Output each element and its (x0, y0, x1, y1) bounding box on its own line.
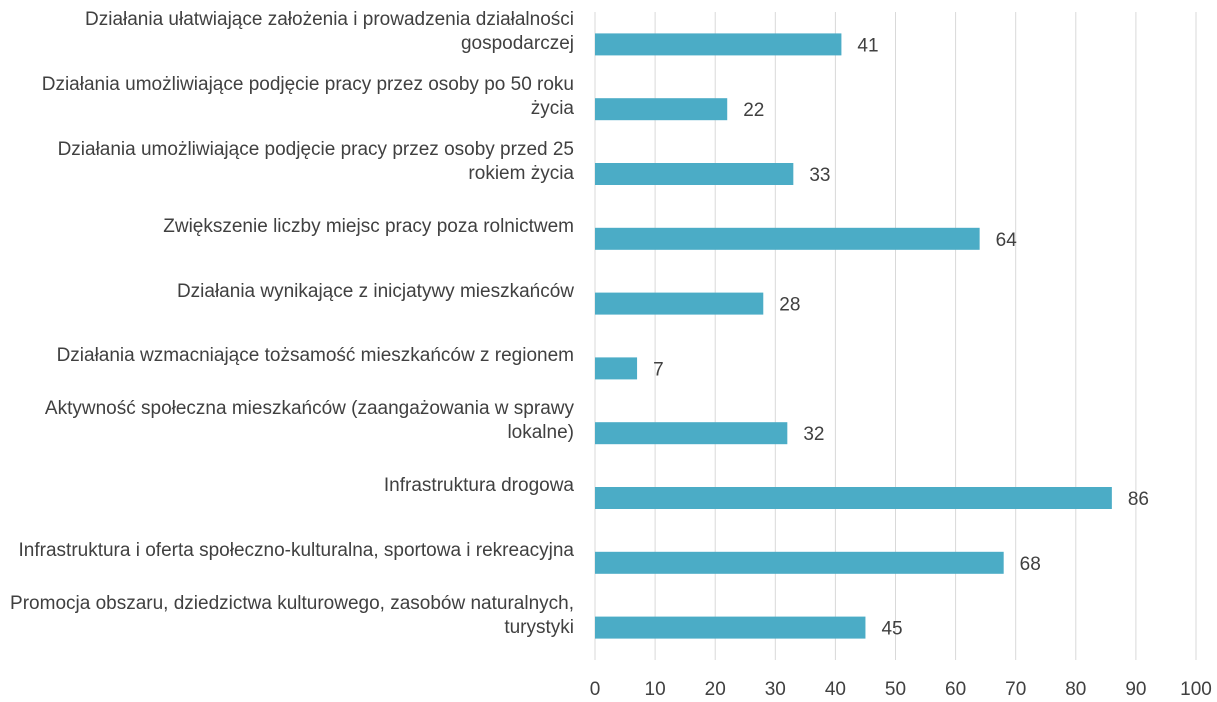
category-label: Działania wzmacniające tożsamość mieszka… (56, 345, 574, 367)
data-label: 28 (779, 295, 800, 316)
category-label: Aktywność społeczna mieszkańców (zaangaż… (44, 398, 574, 444)
category-label: Infrastruktura drogowa (383, 474, 574, 496)
data-label: 22 (743, 100, 764, 121)
x-tick-label: 20 (705, 679, 726, 700)
x-tick-label: 40 (825, 679, 846, 700)
x-tick-label: 0 (590, 679, 601, 700)
bar (595, 487, 1112, 509)
category-label: Działania ułatwiające założenia i prowad… (85, 9, 574, 55)
category-label: Infrastruktura i oferta społeczno-kultur… (18, 539, 574, 561)
data-label: 7 (653, 359, 664, 380)
x-tick-label: 30 (765, 679, 786, 700)
data-label: 33 (809, 165, 830, 186)
x-tick-label: 70 (1005, 679, 1026, 700)
category-label: Zwiększenie liczby miejsc pracy poza rol… (163, 215, 574, 237)
category-label: Promocja obszaru, dziedzictwa kulturoweg… (10, 592, 574, 638)
category-label: Działania umożliwiające podjęcie pracy p… (41, 74, 574, 120)
bar (595, 163, 794, 185)
bar (595, 551, 1004, 574)
bar (595, 616, 866, 639)
data-label: 64 (996, 230, 1018, 251)
x-tick-label: 90 (1125, 679, 1146, 700)
data-label: 32 (803, 424, 824, 445)
bar (595, 227, 980, 250)
category-label: Działania wynikające z inicjatywy mieszk… (176, 280, 574, 302)
category-label: Działania umożliwiające podjęcie pracy p… (57, 138, 574, 184)
bar (595, 33, 842, 56)
x-tick-label: 80 (1065, 679, 1086, 700)
data-label: 68 (1020, 554, 1041, 575)
bar (595, 292, 764, 315)
data-label: 45 (881, 619, 902, 640)
x-tick-label: 100 (1180, 679, 1212, 700)
x-tick-label: 10 (645, 679, 666, 700)
bar (595, 98, 728, 121)
bar (595, 422, 788, 445)
bar (595, 357, 638, 380)
data-label: 86 (1128, 489, 1149, 510)
x-tick-label: 60 (945, 679, 966, 700)
data-label: 41 (857, 35, 878, 56)
x-tick-label: 50 (885, 679, 906, 700)
